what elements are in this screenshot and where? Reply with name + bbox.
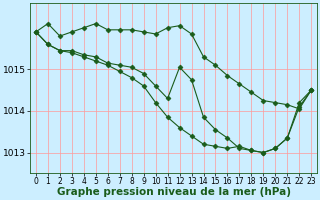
- X-axis label: Graphe pression niveau de la mer (hPa): Graphe pression niveau de la mer (hPa): [57, 187, 291, 197]
